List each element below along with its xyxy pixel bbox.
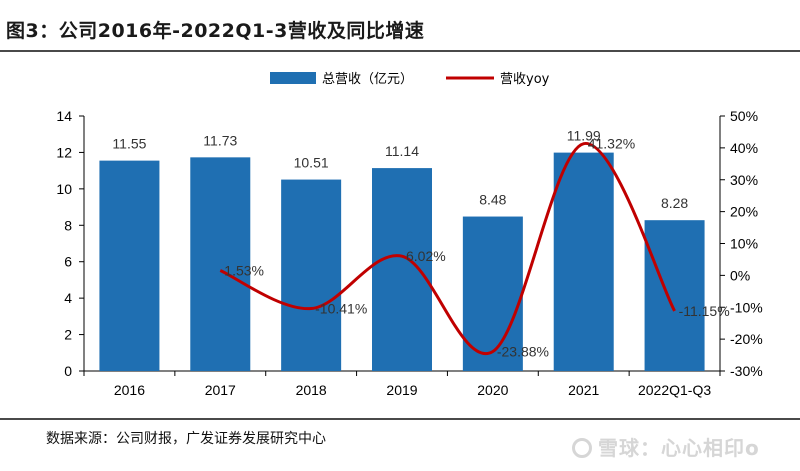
y-right-tick-label: -30% bbox=[730, 363, 763, 379]
x-tick-label: 2017 bbox=[205, 382, 236, 398]
yoy-value-label: -11.15% bbox=[679, 303, 730, 319]
y-right-tick-label: 50% bbox=[730, 108, 758, 124]
legend-bar-swatch bbox=[270, 72, 316, 84]
bar bbox=[462, 216, 523, 371]
bottom-rule bbox=[0, 418, 800, 420]
yoy-value-label: 6.02% bbox=[406, 248, 446, 264]
bar-value-label: 10.51 bbox=[294, 155, 329, 171]
x-tick-label: 2018 bbox=[296, 382, 327, 398]
x-tick-label: 2021 bbox=[568, 382, 599, 398]
y-right-tick-label: -10% bbox=[730, 299, 763, 315]
y-left-tick-label: 8 bbox=[64, 217, 72, 233]
bar-series bbox=[99, 152, 705, 371]
watermark: 雪球：心心相印o bbox=[572, 432, 760, 461]
x-tick-label: 2022Q1-Q3 bbox=[638, 382, 711, 398]
y-left-tick-label: 2 bbox=[64, 327, 72, 343]
yoy-value-label: -10.41% bbox=[315, 301, 367, 317]
y-left-tick-label: 4 bbox=[64, 290, 72, 306]
bar bbox=[644, 220, 705, 371]
legend: 总营收（亿元） 营收yoy bbox=[270, 72, 550, 87]
yoy-value-label: 41.32% bbox=[588, 136, 635, 152]
y-left-tick-label: 10 bbox=[56, 181, 72, 197]
bar bbox=[553, 152, 614, 371]
bar-value-label: 8.28 bbox=[661, 195, 688, 211]
x-axis: 2016 2017 2018 2019 2020 2021 2022Q1-Q3 bbox=[83, 370, 721, 398]
y-right-tick-label: 0% bbox=[730, 267, 750, 283]
bar-value-label: 11.14 bbox=[385, 143, 419, 159]
y-left-tick-label: 6 bbox=[64, 254, 72, 270]
bar-value-label: 11.99 bbox=[567, 128, 601, 144]
bar bbox=[190, 157, 251, 371]
bar bbox=[372, 168, 432, 371]
y-right-tick-label: 10% bbox=[730, 236, 758, 252]
yoy-value-label: 1.53% bbox=[224, 262, 264, 278]
bar-value-label: 11.55 bbox=[112, 136, 146, 152]
y-left-tick-label: 0 bbox=[64, 363, 72, 379]
snowball-logo-icon bbox=[572, 438, 592, 458]
x-tick-label: 2020 bbox=[477, 382, 508, 398]
yoy-line-series bbox=[219, 142, 676, 356]
yoy-data-labels: 1.53% -10.41% 6.02% -23.88% 41.32% -11.15% bbox=[224, 136, 729, 360]
y-axis-left: 0 2 4 6 8 10 12 14 bbox=[56, 108, 85, 379]
legend-bar-label: 总营收（亿元） bbox=[322, 72, 413, 87]
yoy-value-label: -23.88% bbox=[497, 343, 549, 359]
top-rule bbox=[0, 50, 800, 52]
y-right-tick-label: 40% bbox=[730, 140, 758, 156]
y-left-tick-label: 14 bbox=[56, 108, 72, 124]
bar bbox=[281, 179, 342, 371]
legend-line-label: 营收yoy bbox=[500, 72, 550, 87]
bar bbox=[99, 160, 160, 371]
y-right-tick-label: 20% bbox=[730, 204, 758, 220]
watermark-text: 雪球：心心相印o bbox=[598, 436, 760, 460]
x-tick-label: 2019 bbox=[386, 382, 417, 398]
y-axis-right: -30% -20% -10% 0% 10% 20% 30% 40% 50% bbox=[719, 108, 763, 379]
bar-data-labels: 11.55 11.73 10.51 11.14 8.48 11.99 8.28 bbox=[112, 128, 688, 212]
bar-value-label: 8.48 bbox=[479, 192, 506, 208]
y-right-tick-label: -20% bbox=[730, 331, 763, 347]
source-note: 数据来源：公司财报，广发证券发展研究中心 bbox=[46, 431, 326, 447]
y-right-tick-label: 30% bbox=[730, 172, 758, 188]
yoy-line bbox=[219, 142, 676, 356]
bar-value-label: 11.73 bbox=[203, 132, 237, 148]
y-left-tick-label: 12 bbox=[56, 144, 72, 160]
figure-title: 图3：公司2016年-2022Q1-3营收及同比增速 bbox=[6, 20, 425, 42]
x-tick-label: 2016 bbox=[114, 382, 145, 398]
